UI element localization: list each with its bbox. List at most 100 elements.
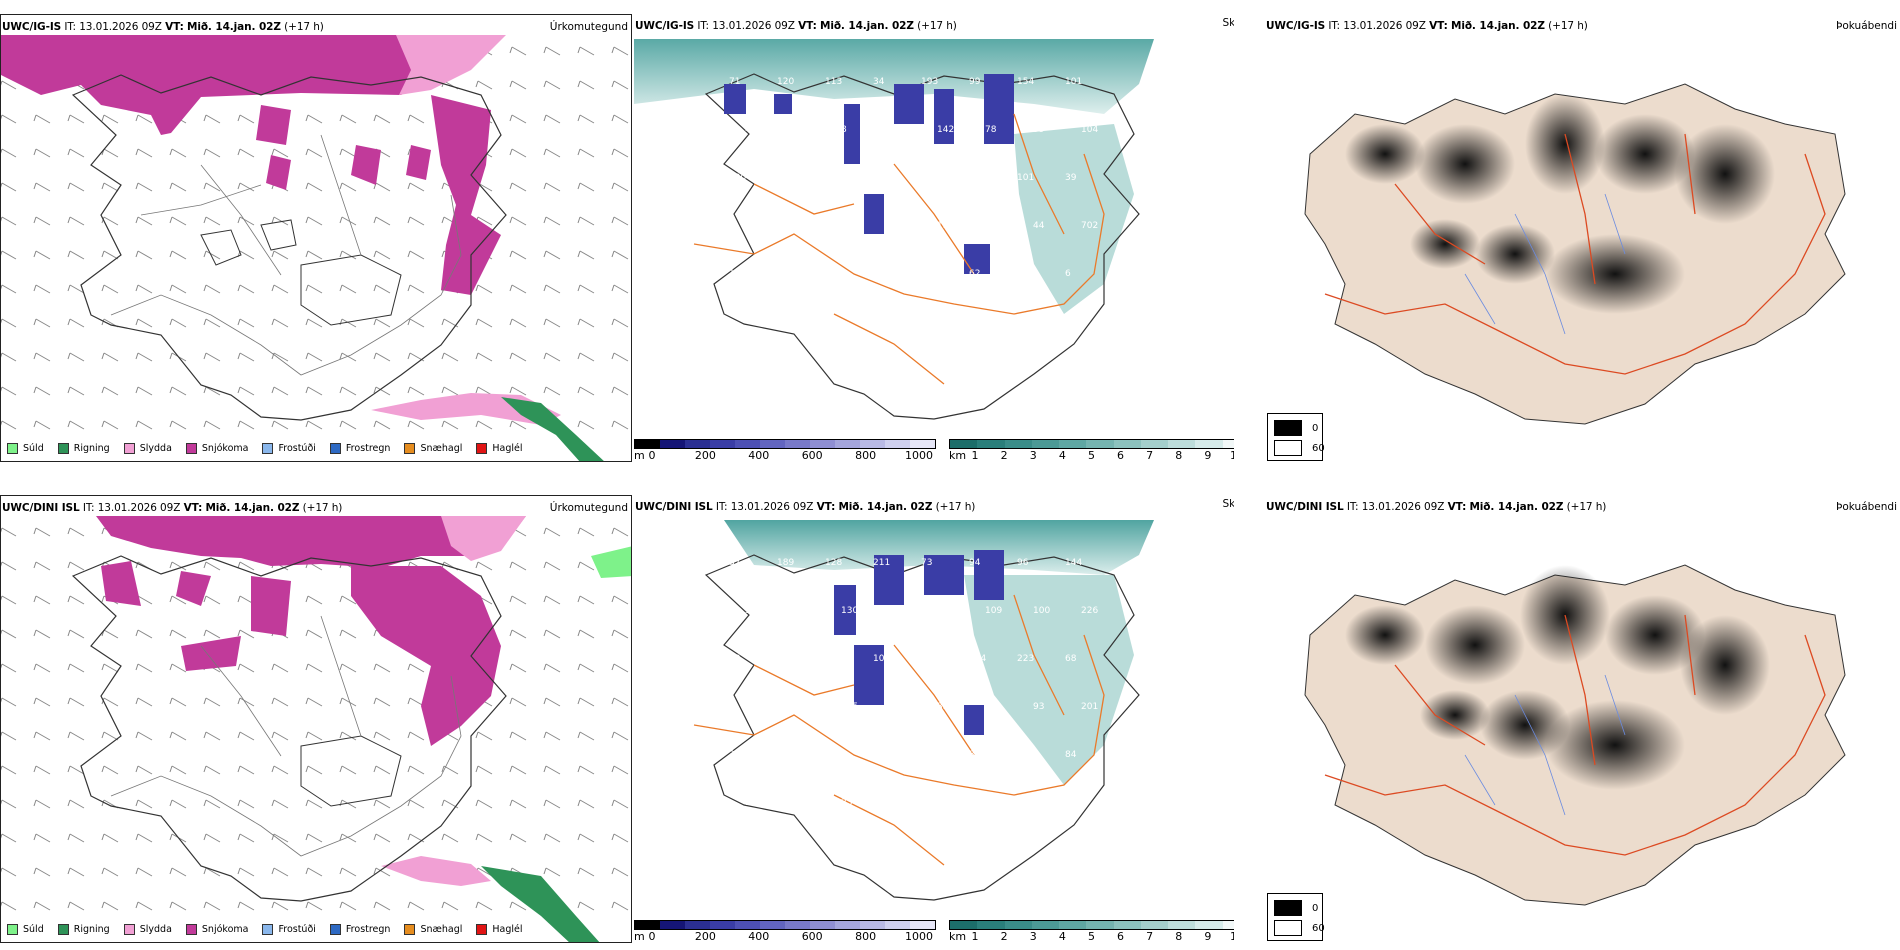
wind-barb [1, 561, 17, 571]
wind-barb [101, 352, 119, 362]
colorbar-segment [835, 440, 860, 448]
wind-barb [101, 148, 119, 158]
rivers-blue [1464, 193, 1626, 335]
wind-barb [373, 663, 391, 673]
precip-legend-top: Súld Rigning Slydda Snjókoma Frostúði Frostre… [7, 443, 537, 454]
wind-barb [543, 46, 561, 56]
wind-barb [67, 182, 85, 192]
ceiling-label: 13 [745, 798, 756, 808]
wind-barb [577, 731, 595, 741]
ceiling-label: 113 [825, 77, 842, 87]
sleet-south [381, 856, 491, 886]
wind-barb [101, 629, 119, 639]
wind-barb [543, 216, 561, 226]
colorbar-segment [635, 921, 660, 929]
roads [110, 134, 462, 376]
legend-label: Snjókoma [201, 924, 249, 935]
colorbar-segment [1222, 921, 1234, 929]
wind-barb [543, 833, 561, 843]
wind-barb [509, 182, 527, 192]
wind-barb [373, 799, 391, 809]
legend-swatch [262, 443, 274, 454]
wind-barb [543, 663, 561, 673]
rain-south [501, 397, 604, 461]
wind-barb [305, 420, 323, 430]
wind-barb [543, 352, 561, 362]
colorbar-segment [685, 440, 710, 448]
precip-legend-item: Snæhagl [404, 443, 462, 454]
wind-barb [1, 867, 17, 877]
wind-barb [237, 731, 255, 741]
colorbar-segment [1031, 921, 1060, 929]
wind-barb [305, 182, 323, 192]
fog-teal-east [964, 575, 1134, 785]
snow-area-east [431, 95, 501, 295]
ceiling-label: 11 [777, 269, 788, 279]
wind-barb [339, 250, 357, 260]
colorbar-tick: 0 [648, 449, 656, 462]
wind-barb [543, 867, 561, 877]
fog-right-title-bottom: Þokuábendi [1836, 501, 1897, 513]
wind-barb [33, 527, 51, 537]
colorbar-segment [1140, 921, 1169, 929]
ceiling-label: 8 [841, 125, 847, 135]
precip-legend-item: Snæhagl [404, 924, 462, 935]
wind-barb [509, 46, 527, 56]
wind-barb [509, 386, 527, 396]
ceiling-map-top: 71 120 113 34 193 99 154 101 42 175 8 141 142 78 99 104… [634, 39, 1154, 420]
wind-barb [339, 318, 357, 328]
colorbar-segment [950, 921, 978, 929]
wind-barb [33, 352, 51, 362]
wind-barb [611, 697, 629, 707]
wind-barb [509, 765, 527, 775]
wind-barb [1, 420, 17, 430]
ceiling-label: 94 [969, 558, 981, 568]
colorbar-segment [735, 921, 760, 929]
wind-barb [67, 352, 85, 362]
legend-label: Frostúði [278, 924, 316, 935]
colorbar-tick: 6 [1117, 449, 1125, 462]
legend-label: Haglél [492, 443, 523, 454]
wind-barb [169, 799, 187, 809]
ceiling-panel-bottom: UWC/DINI ISL IT: 13.01.2026 09Z VT: Mið.… [634, 495, 1234, 943]
wind-barb [509, 663, 527, 673]
fog-dark-cells [1345, 94, 1775, 314]
ceiling-label: 13 [937, 221, 948, 231]
wind-barb [339, 731, 357, 741]
wind-barb [1, 731, 17, 741]
wind-barb [169, 386, 187, 396]
precip-map-top [1, 35, 629, 461]
snow-patch-4 [266, 155, 291, 190]
ceiling-panel-top: UWC/IG-IS IT: 13.01.2026 09Z VT: Mið. 14… [634, 14, 1234, 462]
wind-barb [577, 901, 595, 911]
wind-barb [33, 867, 51, 877]
colorbar-tick: 3 [1029, 449, 1037, 462]
wind-barbs [1, 46, 629, 430]
wind-barb [577, 80, 595, 90]
wind-barb [135, 629, 153, 639]
wind-barb [373, 318, 391, 328]
wind-barb [1, 284, 17, 294]
wind-barb [543, 595, 561, 605]
ceiling-label: 93 [1033, 702, 1044, 712]
ceiling-label: 94 [921, 654, 933, 664]
wind-barb [67, 318, 85, 328]
wind-barb [543, 114, 561, 124]
wind-barb [237, 386, 255, 396]
wind-barb [67, 901, 85, 911]
wind-barb [237, 561, 255, 571]
ceiling-label: 226 [1081, 606, 1098, 616]
ceiling-label: 157 [873, 269, 890, 279]
wind-barb [611, 595, 629, 605]
wind-barb [475, 386, 493, 396]
iceland-outline [71, 74, 507, 421]
ceiling-label: 25 [889, 221, 900, 231]
ceiling-label: 140 [729, 269, 746, 279]
wind-barb [509, 629, 527, 639]
ceiling-label: 23 [889, 798, 900, 808]
wind-barb [67, 731, 85, 741]
wind-barb [509, 284, 527, 294]
wind-barb [271, 799, 289, 809]
colorbar-segment [635, 440, 660, 448]
colorbar-segment [1031, 440, 1060, 448]
